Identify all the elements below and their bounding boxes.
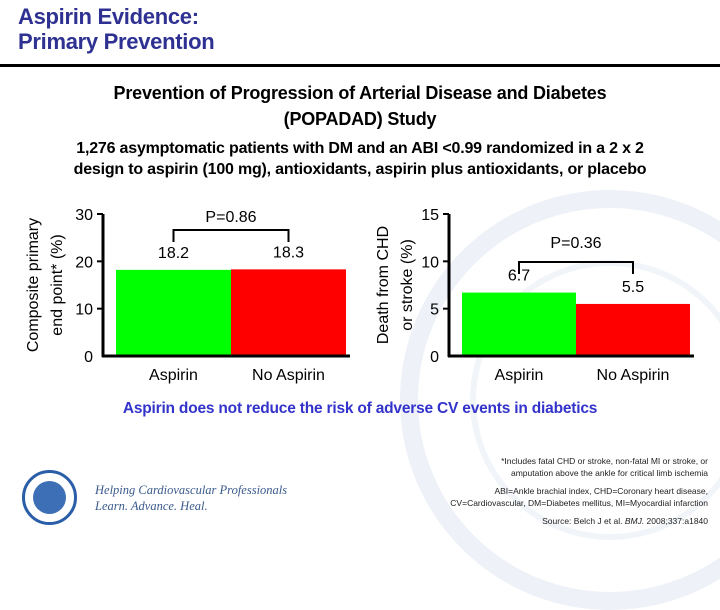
brand-tagline: Helping Cardiovascular Professionals Lea…: [95, 482, 287, 514]
title-divider: [0, 64, 720, 67]
chart1-data-label: 18.2: [158, 245, 189, 262]
chart2-y-tick-label: 15: [421, 207, 439, 224]
chart2-y-axis-label-line2: or stroke (%): [399, 239, 416, 331]
chart1-y-tick-label: 30: [75, 207, 93, 224]
footnotes: *Includes fatal CHD or stroke, non-fatal…: [288, 455, 708, 533]
chart2-bar-aspirin: [462, 292, 576, 356]
abbreviations: ABI=Ankle brachial index, CHD=Coronary h…: [288, 485, 708, 509]
chart2-y-axis-label-line1: Death from CHD: [375, 226, 392, 344]
chart1-data-label: 18.3: [273, 244, 304, 261]
source-journal: BMJ.: [624, 516, 645, 526]
slide-title: Aspirin Evidence: Primary Prevention: [18, 4, 215, 54]
chart2-x-tick-label: No Aspirin: [597, 367, 670, 384]
tagline-line1: Helping Cardiovascular Professionals: [95, 483, 288, 497]
chart2-y-tick-label: 5: [430, 302, 439, 319]
conclusion-text: Aspirin does not reduce the risk of adve…: [122, 400, 598, 417]
chart1-p-value-label: P=0.86: [205, 209, 256, 226]
endpoint-footnote: *Includes fatal CHD or stroke, non-fatal…: [288, 455, 708, 479]
study-design-line2: design to aspirin (100 mg), antioxidants…: [73, 161, 647, 178]
study-design-line1: 1,276 asymptomatic patients with DM and …: [76, 140, 644, 157]
source-prefix: Source: Belch J et al.: [542, 516, 625, 526]
abbreviations-line2: CV=Cardiovascular, DM=Diabetes mellitus,…: [450, 498, 708, 508]
source-suffix: 2008;337:a1840: [644, 516, 708, 526]
chart2-p-value-label: P=0.36: [550, 235, 601, 252]
chart2-x-tick-label: Aspirin: [495, 367, 544, 384]
abbreviations-line1: ABI=Ankle brachial index, CHD=Coronary h…: [494, 486, 708, 496]
slide-title-line1: Aspirin Evidence:: [18, 4, 199, 29]
chart1-significance-bracket: [172, 229, 290, 242]
chart2-data-label: 6.7: [508, 268, 530, 285]
chart2-significance-bracket: [518, 261, 634, 274]
chart1-bar-aspirin: [116, 269, 231, 356]
slide-title-line2: Primary Prevention: [18, 29, 215, 54]
chart2-data-label: 5.5: [622, 279, 644, 296]
study-name-line2: (POPADAD) Study: [283, 109, 437, 129]
chart1-x-tick-label: Aspirin: [149, 367, 198, 384]
tagline-line2: Learn. Advance. Heal.: [95, 499, 208, 513]
chart1-y-axis-label-line1: Composite primary: [25, 218, 42, 352]
chart2-bar-no-aspirin: [576, 303, 690, 356]
chart1-y-tick-label: 0: [84, 349, 93, 366]
chart1-bar-no-aspirin: [231, 269, 346, 356]
study-design: 1,276 asymptomatic patients with DM and …: [0, 138, 720, 180]
endpoint-footnote-line1: *Includes fatal CHD or stroke, non-fatal…: [501, 456, 708, 466]
bar-charts: Composite primary end point* (%) 18.2 Aspir…: [25, 207, 694, 384]
study-name: Prevention of Progression of Arterial Di…: [0, 80, 720, 132]
chart2-y-tick-label: 0: [430, 349, 439, 366]
chart1-y-axis-label-line2: end point* (%): [49, 234, 66, 335]
chart1-y-tick-label: 10: [75, 302, 93, 319]
chart1-x-tick-label: No Aspirin: [252, 367, 325, 384]
study-name-line1: Prevention of Progression of Arterial Di…: [113, 83, 607, 103]
source-citation: Source: Belch J et al. BMJ. 2008;337:a18…: [288, 515, 708, 527]
chart1-y-tick-label: 20: [75, 254, 93, 271]
acc-seal-heart-icon: [33, 481, 66, 514]
endpoint-footnote-line2: amputation above the ankle for critical …: [510, 468, 708, 478]
chart2-y-tick-label: 10: [421, 254, 439, 271]
